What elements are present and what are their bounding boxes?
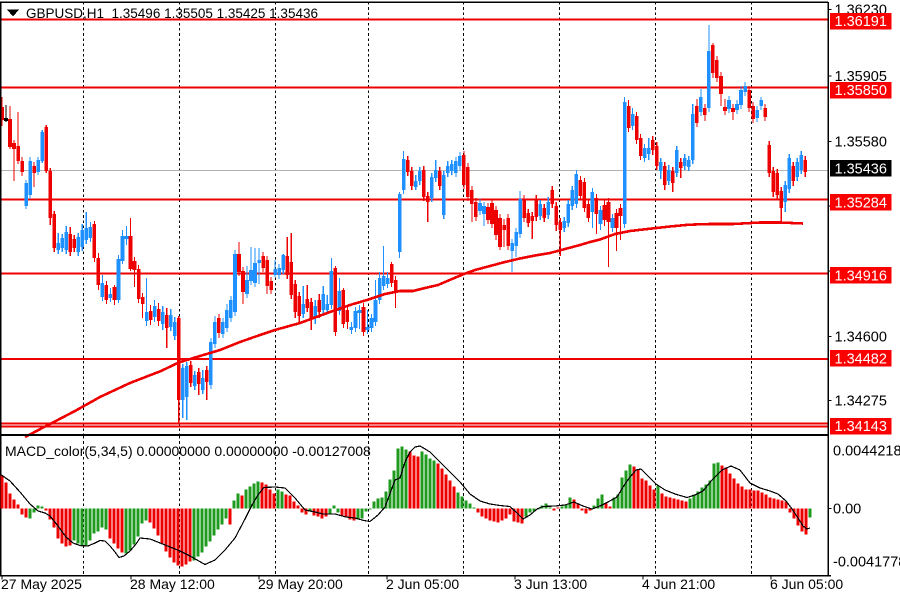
svg-text:1.34916: 1.34916 <box>835 269 887 285</box>
svg-text:27 May 2025: 27 May 2025 <box>1 576 82 592</box>
svg-text:28 May 12:00: 28 May 12:00 <box>130 576 215 592</box>
svg-text:4 Jun 21:00: 4 Jun 21:00 <box>642 576 715 592</box>
svg-text:MACD_color(5,34,5) 0.00000000: MACD_color(5,34,5) 0.00000000 0.00000000… <box>5 443 371 459</box>
svg-text:1.35905: 1.35905 <box>835 69 887 85</box>
svg-text:1.35436: 1.35436 <box>835 162 887 178</box>
svg-text:1.35284: 1.35284 <box>835 196 887 212</box>
svg-text:1.34143: 1.34143 <box>835 419 887 435</box>
svg-text:6 Jun 05:00: 6 Jun 05:00 <box>770 576 843 592</box>
svg-text:-0.0041778: -0.0041778 <box>833 555 900 571</box>
svg-text:1.34275: 1.34275 <box>835 394 887 410</box>
svg-text:1.35850: 1.35850 <box>835 83 887 99</box>
svg-text:0.00: 0.00 <box>833 502 861 518</box>
svg-text:2 Jun 05:00: 2 Jun 05:00 <box>386 576 459 592</box>
svg-text:1.34600: 1.34600 <box>835 330 887 346</box>
svg-text:1.34482: 1.34482 <box>835 352 887 368</box>
svg-text:1.36191: 1.36191 <box>835 14 887 30</box>
svg-text:1.35580: 1.35580 <box>835 135 887 151</box>
svg-text:GBPUSD,H1 1.35496 1.35505 1.3: GBPUSD,H1 1.35496 1.35505 1.35425 1.3543… <box>26 6 318 21</box>
svg-text:29 May 20:00: 29 May 20:00 <box>258 576 343 592</box>
svg-text:3 Jun 13:00: 3 Jun 13:00 <box>514 576 587 592</box>
svg-text:0.0044218: 0.0044218 <box>833 444 900 460</box>
